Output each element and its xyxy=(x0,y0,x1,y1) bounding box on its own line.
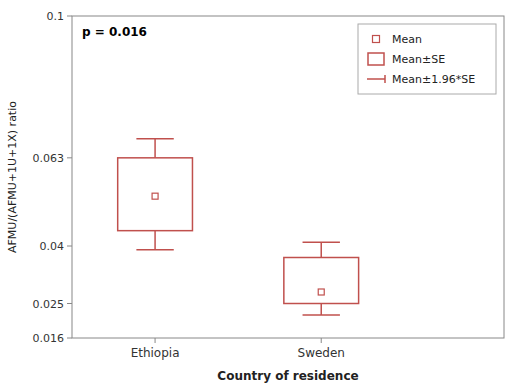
legend-frame xyxy=(358,24,496,94)
y-tick xyxy=(67,246,72,247)
whisker-upper xyxy=(320,242,322,257)
x-tick-label: Ethiopia xyxy=(131,346,180,360)
y-axis-label: AFMU/(AFMU+1U+1X) ratio xyxy=(6,101,19,253)
x-tick-label: Sweden xyxy=(298,346,345,360)
y-tick xyxy=(67,16,72,17)
x-tick xyxy=(155,338,156,343)
y-tick-label: 0.1 xyxy=(47,10,65,23)
legend-swatch xyxy=(384,75,386,83)
legend-swatch xyxy=(373,36,380,43)
x-axis: Ethiopia Sweden xyxy=(131,338,345,360)
se-box xyxy=(118,158,193,231)
whisker-lower xyxy=(154,231,156,250)
legend-swatch xyxy=(367,78,385,80)
y-tick-label: 0.063 xyxy=(33,152,65,165)
legend-entry: Mean±SE xyxy=(392,53,445,66)
y-tick-label: 0.016 xyxy=(33,332,65,345)
legend: Mean Mean±SE Mean±1.96*SE xyxy=(358,24,496,94)
legend-entry: Mean±1.96*SE xyxy=(392,73,475,86)
mean-marker xyxy=(318,289,324,295)
y-tick-label: 0.04 xyxy=(40,240,65,253)
x-tick xyxy=(321,338,322,343)
legend-swatch xyxy=(368,53,384,65)
x-axis-label: Country of residence xyxy=(217,369,358,383)
cap-lower xyxy=(136,249,173,251)
cap-upper xyxy=(303,241,340,243)
y-tick xyxy=(67,338,72,339)
chart: 0.016 0.025 0.04 0.063 0.1 Ethiopia Sweden AFMU… xyxy=(0,0,520,390)
y-axis: 0.016 0.025 0.04 0.063 0.1 xyxy=(33,10,73,345)
annotation: p = 0.016 xyxy=(82,25,147,39)
whisker-lower xyxy=(320,304,322,316)
marks xyxy=(118,139,359,315)
cap-lower xyxy=(303,314,340,316)
mean-marker xyxy=(152,193,158,199)
se-box xyxy=(284,258,359,304)
plot-frame xyxy=(72,16,504,338)
legend-entry: Mean xyxy=(392,33,422,46)
y-tick-label: 0.025 xyxy=(33,298,65,311)
whisker-upper xyxy=(154,139,156,158)
y-tick xyxy=(67,303,72,304)
cap-upper xyxy=(136,138,173,140)
y-tick xyxy=(67,157,72,158)
